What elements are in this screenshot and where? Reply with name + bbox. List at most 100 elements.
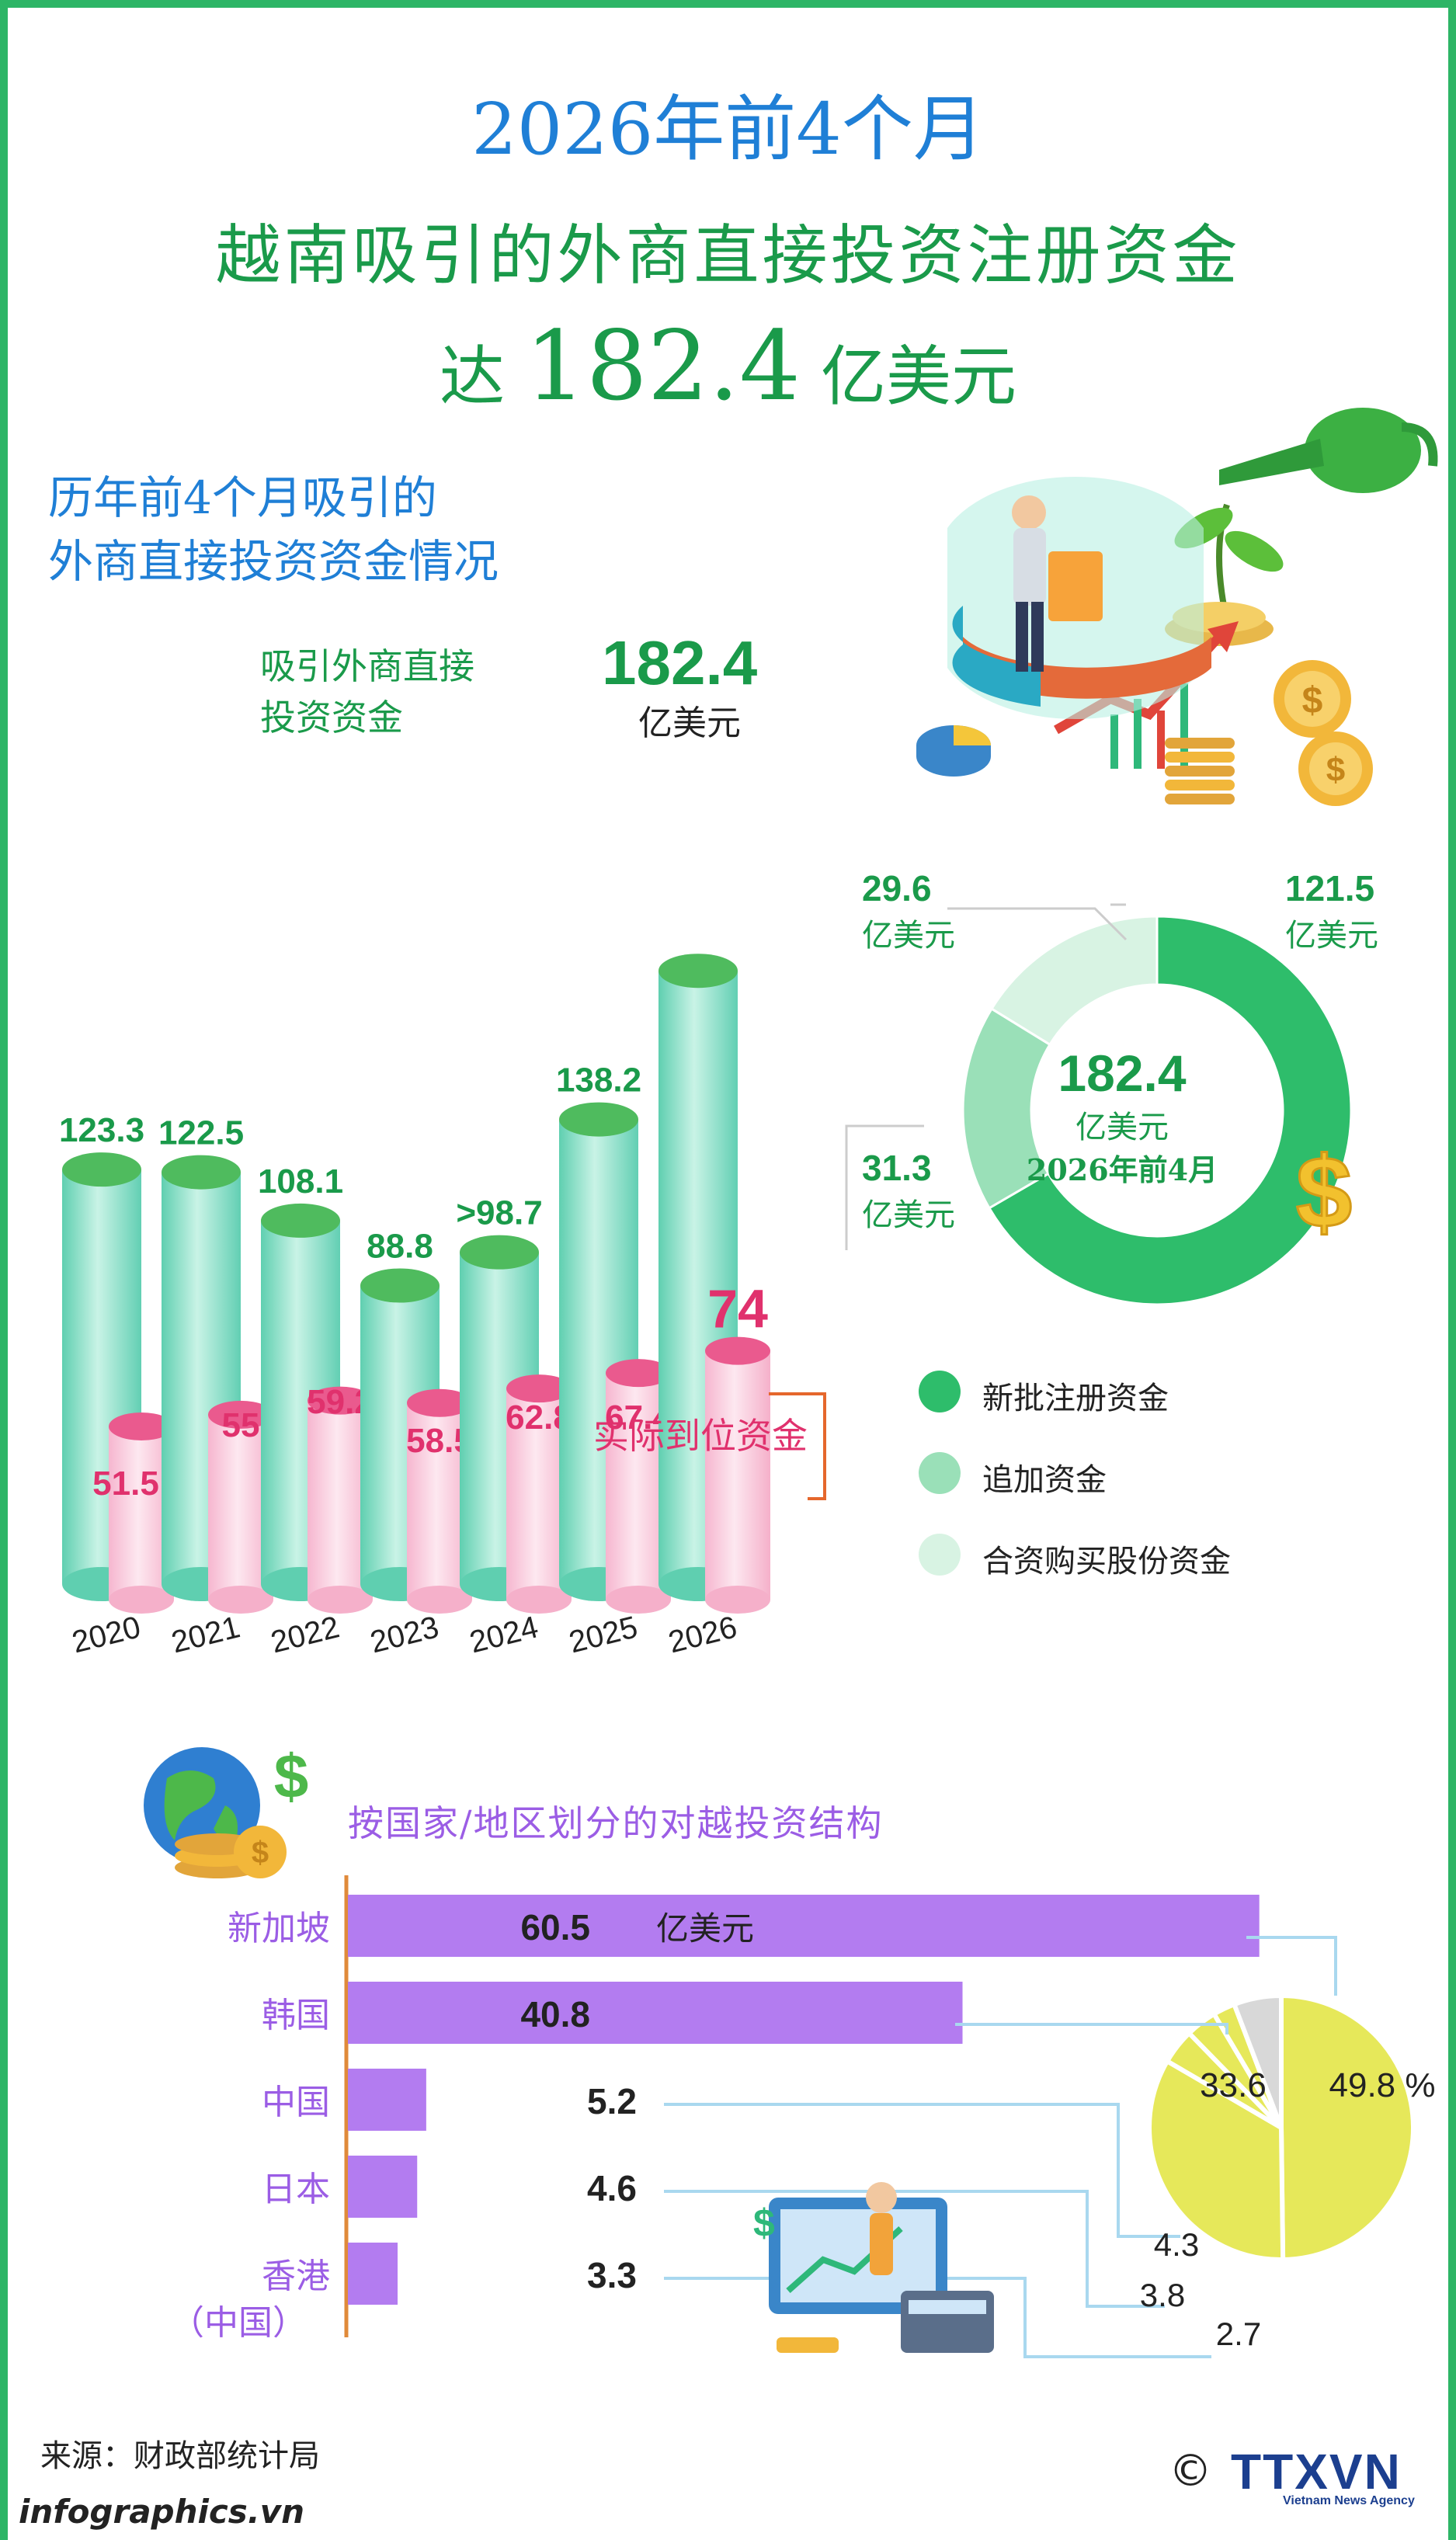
legend-shares: 合资购买股份资金 (982, 1544, 1231, 1579)
section1-title-line2: 外商直接投资资金情况 (48, 535, 499, 588)
disbursed-bar-top-2023 (407, 1388, 472, 1417)
country-bar-1 (348, 1982, 963, 2044)
svg-text:$: $ (1296, 1135, 1352, 1249)
person-dashboard-icon (947, 476, 1211, 720)
country-label-1: 韩国 (262, 1996, 330, 2035)
country-value-3: 4.6 (587, 2168, 637, 2208)
disbursed-bar-base-2024 (506, 1586, 572, 1614)
donut-label-new-unit: 亿美元 (1285, 918, 1378, 954)
country-value-4: 3.3 (587, 2255, 637, 2295)
legend-dot-new (919, 1371, 961, 1412)
disbursed-bar-base-2023 (407, 1586, 472, 1614)
donut-label-new-value: 121.5 (1285, 868, 1374, 909)
fdi-value-label-2024: >98.7 (456, 1194, 542, 1232)
pie-label-0: 49.8 % (1329, 2066, 1436, 2104)
country-value-2: 5.2 (587, 2081, 637, 2121)
country-bar-0 (348, 1895, 1260, 1957)
year-label-2026: 2026 (665, 1610, 740, 1659)
pie-slice-other (1231, 1993, 1284, 2129)
fdi-value-label-2020: 123.3 (59, 1111, 144, 1149)
pie-label-4: 2.7 (1216, 2316, 1261, 2352)
donut-slice-2 (989, 915, 1159, 1047)
fdi-bar-top-2026 (659, 954, 738, 989)
pie-slice-0 (1279, 1993, 1416, 2263)
legend-dot-added (919, 1452, 961, 1494)
copyright-icon: © (1169, 2446, 1212, 2497)
svg-text:$: $ (274, 1742, 309, 1811)
disbursed-bar-top-2021 (208, 1400, 273, 1429)
site-name: infographics.vn (19, 2493, 305, 2531)
disbursed-bar-base-2022 (308, 1586, 373, 1614)
country-label-0: 新加坡 (228, 1909, 330, 1948)
svg-text:$: $ (753, 2201, 775, 2245)
coin-stack-icon: $ $ (1165, 660, 1373, 806)
disbursed-bar-top-2022 (308, 1386, 373, 1415)
fdi-value-label-2022: 108.1 (258, 1162, 343, 1201)
capital-donut-chart: 182.4 亿美元 2026年前4月 121.5 亿美元 29.6 亿美元 31… (845, 868, 1378, 1306)
fdi-series-label: 吸引外商直接 投资资金 (260, 641, 474, 743)
disbursed-bar-base-2020 (109, 1586, 174, 1614)
donut-center-period: 2026年前4月 (1027, 1152, 1218, 1187)
title-prefix: 达 (439, 339, 505, 415)
title-line-3: 达 182.4 亿美元 (0, 311, 1456, 422)
country-label-4: 香港 (262, 2257, 330, 2296)
country-unit: 亿美元 (656, 1909, 754, 1948)
disbursed-value-label-2020: 51.5 (92, 1465, 159, 1503)
pie-label-3: 3.8 (1140, 2277, 1185, 2313)
disbursed-bar-top-2024 (506, 1374, 572, 1403)
fdi-label-line2: 投资资金 (260, 697, 403, 738)
disbursed-bar-top-2025 (606, 1359, 671, 1388)
finance-illustration: $ $ (916, 408, 1438, 806)
year-label-2025: 2025 (565, 1610, 641, 1659)
disbursed-bar-top-2020 (109, 1412, 174, 1441)
pie-connector-0 (1246, 1936, 1337, 1996)
donut-center-value: 182.4 (1058, 1044, 1186, 1102)
section2-title: 按国家/地区划分的对越投资结构 (348, 1802, 884, 1844)
year-label-2020: 2020 (68, 1610, 144, 1659)
disbursed-bar-base-2021 (208, 1586, 273, 1614)
country-label-3: 日本 (262, 2170, 330, 2209)
country-bar-4 (348, 2243, 398, 2305)
title-line-1: 2026年前4个月 (471, 88, 985, 171)
year-label-2022: 2022 (267, 1610, 342, 1659)
country-bar-3 (348, 2156, 418, 2218)
year-label-2024: 2024 (466, 1610, 541, 1659)
disbursed-bar-top-2026 (705, 1336, 770, 1365)
watering-can-icon (1219, 408, 1438, 493)
fdi-bar-top-2020 (62, 1152, 141, 1187)
disbursed-bracket (769, 1392, 826, 1500)
legend-new: 新批注册资金 (982, 1381, 1169, 1416)
svg-text:$: $ (1302, 680, 1323, 721)
donut-label-added-unit: 亿美元 (862, 1197, 955, 1233)
fdi-cylinder-chart: 123.351.52020122.5552021108.159.2202288.… (59, 954, 826, 1659)
donut-label-shares-value: 29.6 (862, 868, 932, 909)
donut-slice-0 (987, 915, 1353, 1306)
section1-title: 历年前4个月吸引的 外商直接投资资金情况 (48, 466, 499, 593)
disbursed-label: 实际到位资金 (593, 1415, 808, 1457)
dollar-sign-icon: $ (1294, 1134, 1353, 1250)
pie-label-1: 33.6 (1200, 2066, 1267, 2104)
investment-illustration: $ (753, 2182, 994, 2353)
fdi-value-label-2023: 88.8 (367, 1227, 433, 1265)
top-fdi-value: 182.4 (602, 628, 758, 697)
added-leader-line (845, 1124, 924, 1250)
section1-title-line1: 历年前4个月吸引的 (48, 471, 437, 524)
country-value-0: 60.5 (520, 1907, 590, 1948)
title-value: 182.4 (525, 311, 801, 422)
agency-logo-subtitle: Vietnam News Agency (1283, 2494, 1415, 2507)
year-label-2023: 2023 (367, 1610, 442, 1659)
fdi-bar-top-2025 (559, 1102, 638, 1137)
pie-connector-1 (955, 2023, 1228, 2034)
country-value-1: 40.8 (520, 1994, 590, 2034)
agency-logo: TTXVN (1231, 2444, 1402, 2500)
disbursed-value-label-2021: 55 (222, 1406, 260, 1444)
fdi-bar-top-2022 (261, 1203, 340, 1238)
source-note: 来源：财政部统计局 (40, 2438, 320, 2474)
fdi-label-line1: 吸引外商直接 (260, 645, 474, 687)
disbursed-bar-base-2026 (705, 1586, 770, 1614)
top-fdi-unit: 亿美元 (638, 704, 741, 743)
donut-label-added-value: 31.3 (862, 1148, 932, 1188)
fdi-value-label-2025: 138.2 (556, 1062, 641, 1100)
fdi-value-label-2021: 122.5 (158, 1114, 244, 1152)
